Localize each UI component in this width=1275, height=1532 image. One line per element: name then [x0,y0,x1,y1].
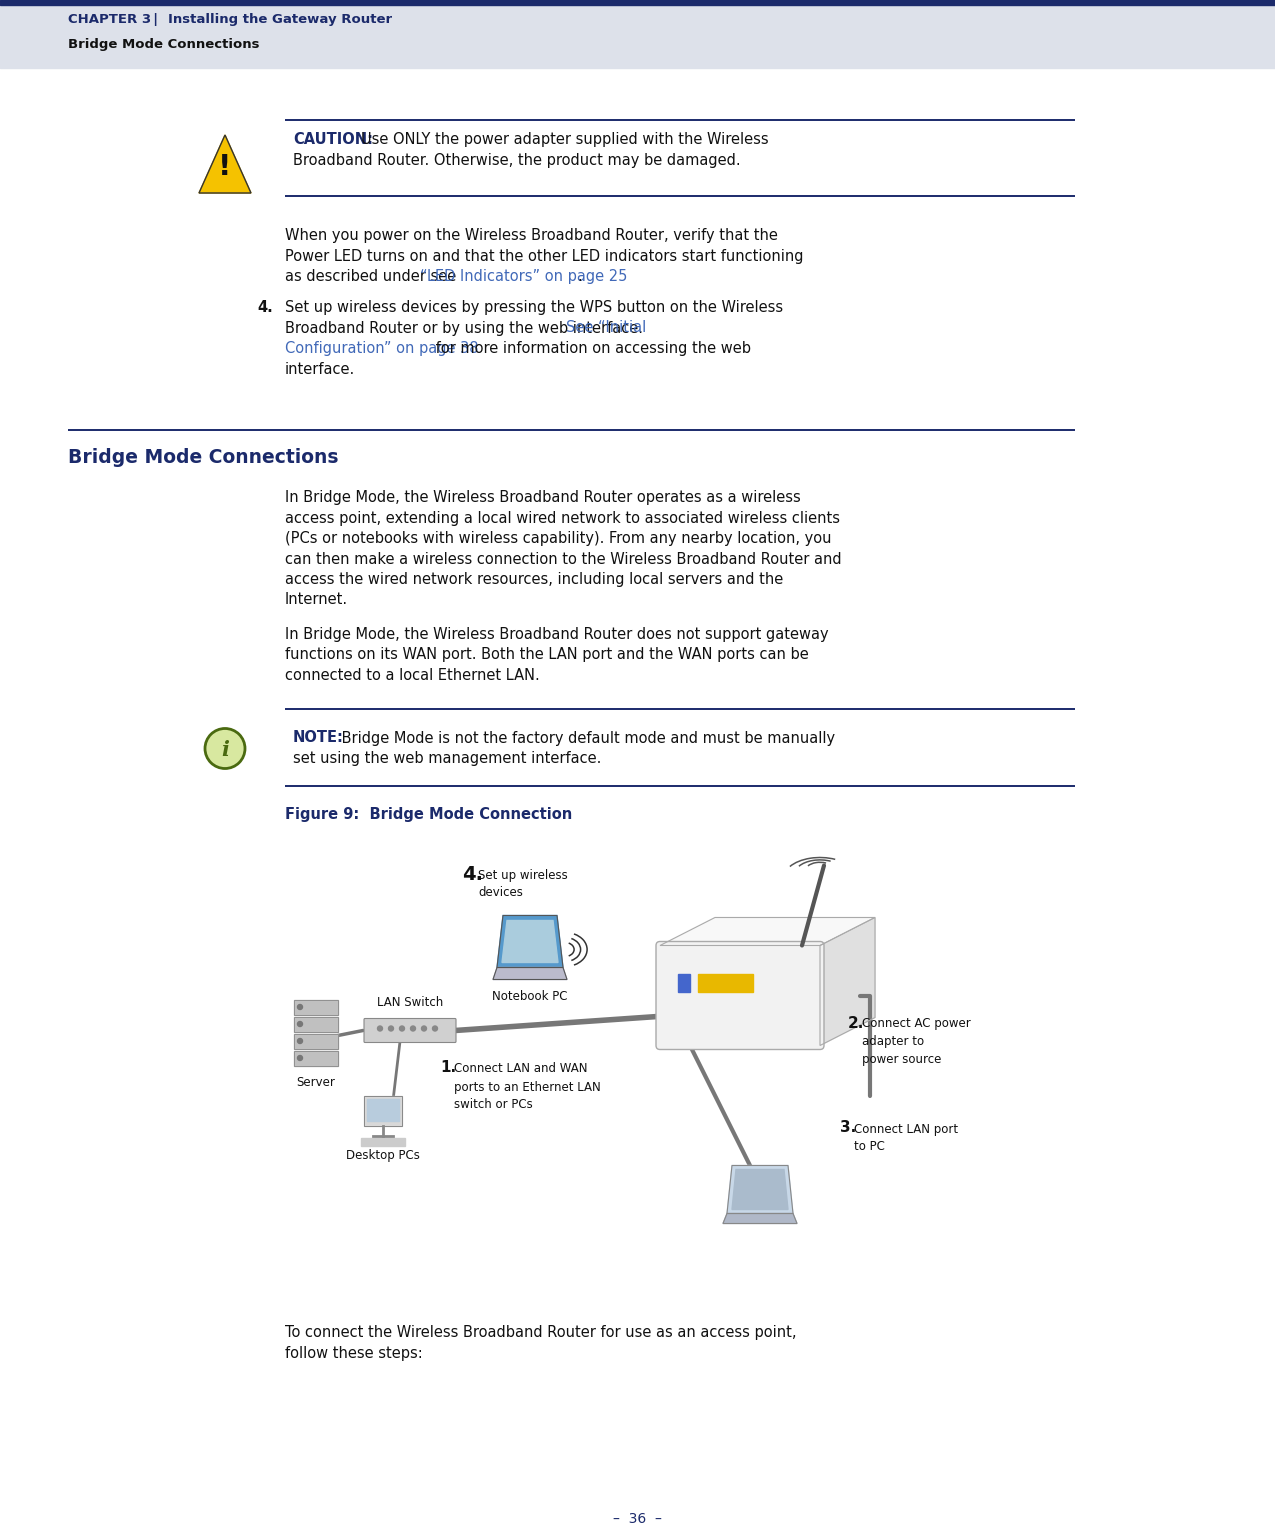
Text: To connect the Wireless Broadband Router for use as an access point,: To connect the Wireless Broadband Router… [286,1325,797,1340]
Bar [363,1095,402,1126]
Text: Connect AC power
adapter to
power source: Connect AC power adapter to power source [862,1017,970,1066]
Polygon shape [660,918,875,945]
Text: Notebook PC: Notebook PC [492,990,567,1002]
Polygon shape [820,918,875,1045]
Text: Server: Server [297,1075,335,1089]
Text: Use ONLY the power adapter supplied with the Wireless: Use ONLY the power adapter supplied with… [361,132,769,147]
Bar [295,1034,338,1048]
Bar [0,0,1275,5]
Circle shape [377,1026,382,1031]
Text: Bridge Mode is not the factory default mode and must be manually: Bridge Mode is not the factory default m… [337,731,835,746]
Circle shape [411,1026,416,1031]
Text: Bridge Mode Connections: Bridge Mode Connections [68,38,260,51]
Text: Internet.: Internet. [286,593,348,608]
Text: set using the web management interface.: set using the web management interface. [293,751,602,766]
Text: Installing the Gateway Router: Installing the Gateway Router [168,12,393,26]
Text: Set up wireless
devices: Set up wireless devices [478,869,567,899]
Bar [295,1051,338,1065]
Bar [697,973,754,991]
Text: interface.: interface. [286,362,356,377]
Text: LAN Switch: LAN Switch [377,996,444,1010]
Text: 2.: 2. [848,1016,864,1031]
Text: Configuration” on page 38: Configuration” on page 38 [286,342,478,355]
FancyBboxPatch shape [363,1019,456,1042]
Text: !: ! [218,153,232,181]
Text: “LED Indicators” on page 25: “LED Indicators” on page 25 [419,270,627,283]
Circle shape [297,1005,302,1010]
Text: Desktop PCs: Desktop PCs [346,1149,419,1163]
Text: 1.: 1. [440,1060,456,1075]
Text: When you power on the Wireless Broadband Router, verify that the: When you power on the Wireless Broadband… [286,228,778,244]
Polygon shape [493,968,567,979]
Text: See “Initial: See “Initial [566,320,646,336]
Text: functions on its WAN port. Both the LAN port and the WAN ports can be: functions on its WAN port. Both the LAN … [286,648,808,662]
Text: connected to a local Ethernet LAN.: connected to a local Ethernet LAN. [286,668,539,683]
Text: .: . [578,270,583,283]
Text: access the wired network resources, including local servers and the: access the wired network resources, incl… [286,571,783,587]
Polygon shape [727,1166,793,1213]
Bar [0,0,1275,67]
Circle shape [432,1026,437,1031]
Text: Figure 9:  Bridge Mode Connection: Figure 9: Bridge Mode Connection [286,807,572,823]
Bar [295,1034,338,1048]
Text: for more information on accessing the web: for more information on accessing the we… [431,342,751,355]
Text: Power LED turns on and that the other LED indicators start functioning: Power LED turns on and that the other LE… [286,248,803,264]
Circle shape [399,1026,404,1031]
Text: |: | [144,12,167,26]
Text: (PCs or notebooks with wireless capability). From any nearby location, you: (PCs or notebooks with wireless capabili… [286,532,831,545]
Bar [295,1017,338,1031]
Bar [678,973,690,991]
Polygon shape [723,1213,797,1224]
Text: Bridge Mode Connections: Bridge Mode Connections [68,447,338,467]
Bar [367,1098,399,1120]
Bar [295,999,338,1014]
Circle shape [297,1039,302,1043]
Text: 3.: 3. [840,1120,857,1135]
Text: 4.: 4. [258,300,273,316]
Text: as described under see: as described under see [286,270,460,283]
Text: 4.: 4. [462,866,483,884]
Text: CAUTION:: CAUTION: [293,132,374,147]
Circle shape [297,1056,302,1060]
FancyBboxPatch shape [657,942,824,1049]
Polygon shape [732,1169,788,1209]
Text: Connect LAN port
to PC: Connect LAN port to PC [854,1123,958,1154]
Circle shape [422,1026,427,1031]
Bar [295,999,338,1014]
Polygon shape [502,921,558,962]
Text: In Bridge Mode, the Wireless Broadband Router operates as a wireless: In Bridge Mode, the Wireless Broadband R… [286,490,801,506]
Text: access point, extending a local wired network to associated wireless clients: access point, extending a local wired ne… [286,510,840,525]
Text: In Bridge Mode, the Wireless Broadband Router does not support gateway: In Bridge Mode, the Wireless Broadband R… [286,627,829,642]
Bar [361,1137,405,1146]
Polygon shape [497,916,564,968]
Circle shape [205,729,245,769]
Text: CHAPTER 3: CHAPTER 3 [68,12,152,26]
Text: Broadband Router. Otherwise, the product may be damaged.: Broadband Router. Otherwise, the product… [293,153,741,167]
Polygon shape [199,135,251,193]
Text: –  36  –: – 36 – [612,1512,662,1526]
Bar [295,1051,338,1065]
Text: i: i [221,740,230,760]
Text: Set up wireless devices by pressing the WPS button on the Wireless: Set up wireless devices by pressing the … [286,300,783,316]
Bar [295,1017,338,1031]
Circle shape [297,1022,302,1026]
Text: Connect LAN and WAN
ports to an Ethernet LAN
switch or PCs: Connect LAN and WAN ports to an Ethernet… [454,1063,601,1112]
Bar [363,1095,402,1126]
Text: can then make a wireless connection to the Wireless Broadband Router and: can then make a wireless connection to t… [286,552,842,567]
Text: Broadband Router or by using the web interface.: Broadband Router or by using the web int… [286,320,648,336]
Circle shape [389,1026,394,1031]
Text: NOTE:: NOTE: [293,731,344,746]
Text: follow these steps:: follow these steps: [286,1347,423,1360]
